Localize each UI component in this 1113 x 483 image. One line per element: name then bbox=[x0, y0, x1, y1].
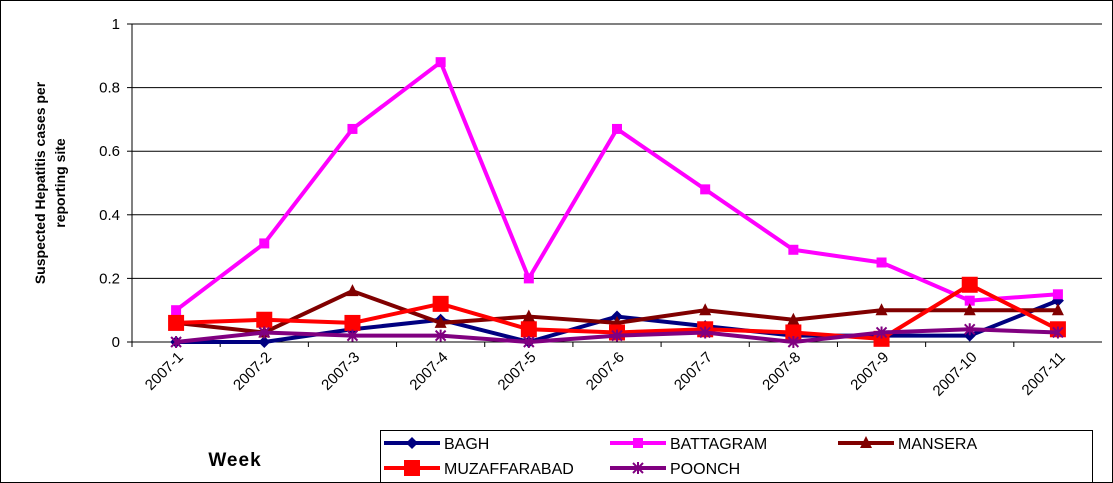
legend-marker bbox=[860, 436, 872, 448]
data-point bbox=[170, 336, 182, 348]
data-point bbox=[1052, 289, 1063, 300]
data-point bbox=[961, 276, 978, 293]
legend-label: POONCH bbox=[670, 461, 740, 478]
legend-label: BATTAGRAM bbox=[670, 436, 767, 453]
data-point bbox=[258, 326, 270, 339]
data-point bbox=[1051, 303, 1064, 316]
data-point bbox=[346, 329, 359, 342]
data-point bbox=[171, 305, 182, 316]
data-point bbox=[434, 315, 447, 328]
data-point bbox=[432, 295, 449, 312]
data-point bbox=[1052, 326, 1064, 339]
legend-label: MANSERA bbox=[898, 436, 977, 453]
x-axis-label: Week bbox=[208, 450, 261, 471]
data-point bbox=[434, 329, 447, 342]
legend-marker bbox=[406, 437, 418, 449]
y-tick-label: 0.4 bbox=[99, 207, 120, 224]
data-point bbox=[876, 257, 887, 268]
y-tick-label: 0.8 bbox=[99, 80, 120, 97]
data-point bbox=[435, 57, 446, 68]
data-point bbox=[964, 295, 975, 306]
y-tick-label: 1 bbox=[112, 16, 120, 33]
data-point bbox=[700, 184, 711, 195]
legend-marker bbox=[404, 460, 420, 476]
data-point bbox=[168, 314, 185, 331]
legend bbox=[380, 430, 1093, 483]
y-tick-label: 0 bbox=[112, 334, 120, 351]
data-point bbox=[611, 329, 623, 342]
data-point bbox=[875, 303, 888, 316]
legend-label: MUZAFFARABAD bbox=[444, 461, 574, 478]
y-axis-label: Suspected Hepatitis cases per bbox=[32, 81, 48, 284]
data-point bbox=[259, 238, 270, 249]
data-point bbox=[699, 326, 711, 339]
data-point bbox=[875, 326, 888, 339]
data-point bbox=[256, 311, 273, 328]
y-tick-label: 0.6 bbox=[99, 143, 120, 160]
data-point bbox=[699, 303, 712, 316]
data-point bbox=[788, 244, 799, 255]
legend-label: BAGH bbox=[444, 436, 489, 453]
data-point bbox=[344, 314, 361, 331]
data-point bbox=[787, 336, 800, 348]
data-point bbox=[346, 284, 359, 297]
data-point bbox=[522, 309, 535, 322]
data-point bbox=[612, 123, 622, 134]
legend-marker bbox=[633, 438, 643, 448]
data-point bbox=[963, 303, 976, 316]
data-point bbox=[347, 123, 358, 134]
data-point bbox=[523, 336, 535, 348]
data-point bbox=[964, 323, 976, 336]
data-point bbox=[523, 273, 534, 284]
data-point bbox=[787, 312, 800, 325]
legend-marker bbox=[632, 462, 644, 474]
y-axis-label: reporting site bbox=[52, 138, 68, 228]
y-tick-label: 0.2 bbox=[99, 270, 120, 287]
data-point bbox=[258, 336, 271, 348]
data-point bbox=[785, 324, 802, 341]
data-point bbox=[520, 321, 537, 338]
